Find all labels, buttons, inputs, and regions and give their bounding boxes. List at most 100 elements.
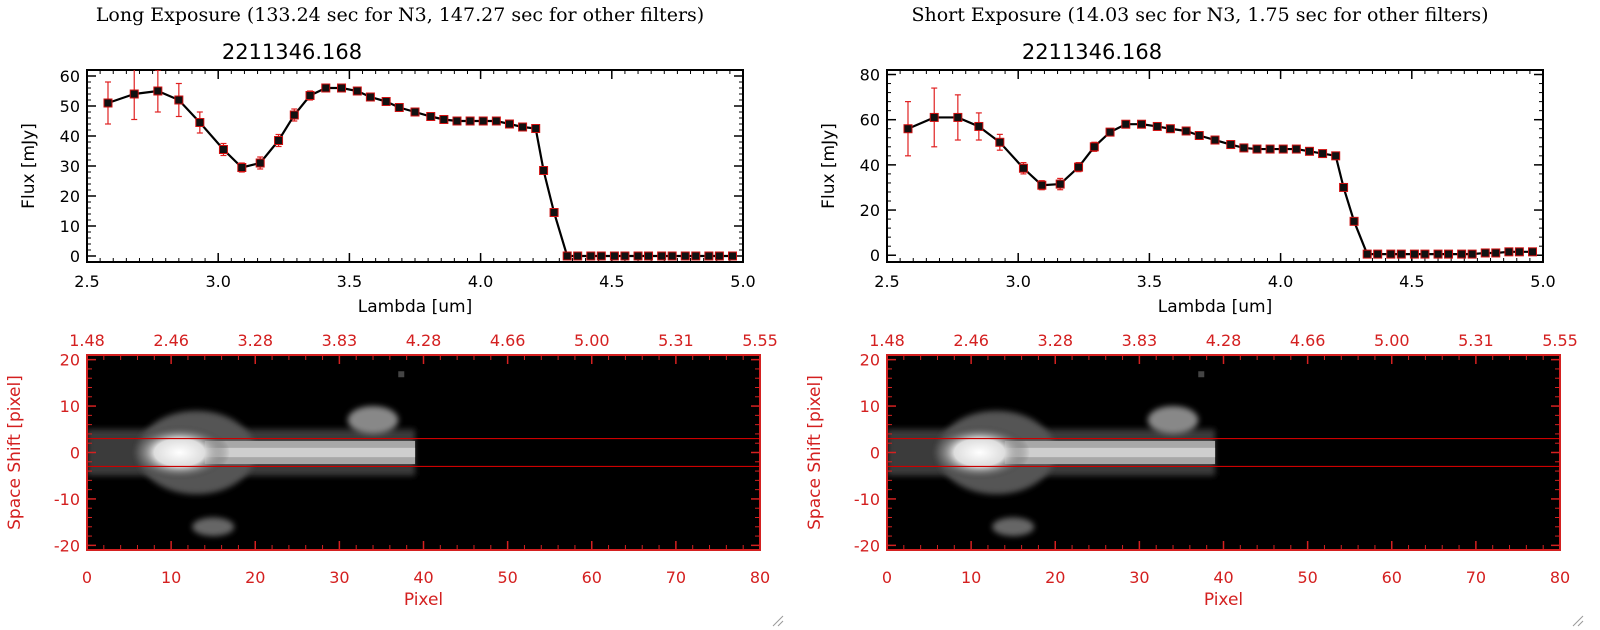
- data-point: [1504, 247, 1514, 257]
- top-tick-label: 5.55: [742, 331, 778, 350]
- data-point: [680, 251, 690, 261]
- data-point: [586, 251, 596, 261]
- data-point: [1194, 131, 1204, 141]
- x-tick-label: 50: [497, 568, 517, 587]
- data-point: [237, 163, 247, 172]
- data-point: [274, 136, 284, 145]
- x-tick-label: 20: [1045, 568, 1065, 587]
- data-point: [1409, 249, 1419, 259]
- y-tick-label: 80: [860, 66, 880, 85]
- data-point: [255, 158, 265, 168]
- x-tick-label: 3.0: [1005, 272, 1030, 291]
- x-tick-label: 3.5: [337, 272, 362, 291]
- exposure-title: Short Exposure (14.03 sec for N3, 1.75 s…: [911, 4, 1489, 26]
- y-tick-label: 20: [860, 351, 880, 370]
- data-point: [1386, 249, 1396, 259]
- data-point: [1362, 249, 1372, 259]
- data-point: [1373, 249, 1383, 259]
- data-point: [995, 137, 1005, 147]
- data-point: [1480, 248, 1490, 258]
- y-tick-label: 20: [60, 187, 80, 206]
- x-tick-label: 0: [882, 568, 892, 587]
- secondary-source: [1147, 406, 1199, 434]
- spectral-trace-core: [204, 447, 416, 458]
- x-tick-label: 80: [1550, 568, 1570, 587]
- data-point: [452, 116, 462, 126]
- data-point: [1055, 179, 1065, 189]
- secondary-source: [192, 517, 235, 537]
- y-axis-label: Flux [mJy]: [19, 123, 39, 209]
- data-point: [1181, 126, 1191, 136]
- top-tick-label: 5.31: [1458, 331, 1494, 350]
- x-tick-label: 70: [1466, 568, 1486, 587]
- data-point: [1396, 249, 1406, 259]
- top-tick-label: 3.28: [1037, 331, 1073, 350]
- y-tick-label: -10: [854, 490, 880, 509]
- y-tick-label: 10: [60, 217, 80, 236]
- data-point: [491, 116, 501, 126]
- x-tick-label: 4.5: [1399, 272, 1424, 291]
- data-point: [518, 122, 528, 132]
- top-tick-label: 5.00: [1374, 331, 1410, 350]
- x-tick-label: 2.5: [874, 272, 899, 291]
- y-tick-label: 30: [60, 157, 80, 176]
- top-tick-label: 4.66: [490, 331, 526, 350]
- data-point: [1018, 163, 1028, 173]
- top-tick-label: 2.46: [953, 331, 989, 350]
- y-tick-label: -10: [54, 490, 80, 509]
- x-tick-label: 5.0: [1530, 272, 1555, 291]
- data-point: [929, 112, 939, 122]
- y-tick-label: 10: [860, 397, 880, 416]
- data-point: [381, 97, 391, 106]
- y-axis-label: Flux [mJy]: [819, 123, 839, 209]
- x-tick-label: 20: [245, 568, 265, 587]
- hot-pixel: [398, 371, 405, 378]
- object-id-title: 2211346.168: [222, 40, 362, 64]
- data-point: [465, 116, 475, 126]
- data-point: [1339, 182, 1349, 192]
- y-tick-label: 10: [60, 397, 80, 416]
- x-tick-label: 2.5: [74, 272, 99, 291]
- spectrum-series: [903, 87, 1538, 259]
- data-point: [728, 251, 738, 261]
- data-point: [609, 251, 619, 261]
- data-point: [1037, 180, 1047, 190]
- top-tick-label: 4.28: [1206, 331, 1242, 350]
- x-tick-label: 50: [1297, 568, 1317, 587]
- data-point: [1165, 124, 1175, 134]
- y-tick-label: 0: [70, 444, 80, 463]
- y-tick-label: 60: [60, 67, 80, 86]
- data-point: [1105, 127, 1115, 137]
- x-tick-label: 60: [582, 568, 602, 587]
- y-tick-label: 20: [860, 201, 880, 220]
- data-point: [352, 86, 362, 96]
- data-point: [321, 83, 331, 93]
- data-point: [1433, 249, 1443, 259]
- data-point: [153, 86, 163, 96]
- x-tick-label: 40: [1213, 568, 1233, 587]
- x-axis-label: Lambda [um]: [358, 297, 472, 317]
- data-point: [1291, 144, 1301, 154]
- data-point: [1278, 144, 1288, 154]
- data-point: [667, 251, 677, 261]
- source-core: [929, 424, 1031, 481]
- x-tick-label: 30: [1129, 568, 1149, 587]
- data-point: [620, 251, 630, 261]
- y-tick-label: 0: [70, 247, 80, 266]
- resize-grip-icon: [772, 615, 784, 627]
- data-point: [1210, 135, 1220, 145]
- x-axis-label: Pixel: [404, 590, 443, 610]
- x-tick-label: 5.0: [730, 272, 755, 291]
- x-tick-label: 4.5: [599, 272, 624, 291]
- top-tick-label: 5.00: [574, 331, 610, 350]
- data-point: [1420, 249, 1430, 259]
- data-point: [549, 208, 559, 217]
- top-tick-label: 1.48: [869, 331, 905, 350]
- data-point: [562, 251, 572, 261]
- y-tick-label: 20: [60, 351, 80, 370]
- data-point: [365, 92, 375, 102]
- exposure-title: Long Exposure (133.24 sec for N3, 147.27…: [95, 4, 705, 26]
- x-tick-label: 0: [82, 568, 92, 587]
- data-point: [174, 95, 184, 105]
